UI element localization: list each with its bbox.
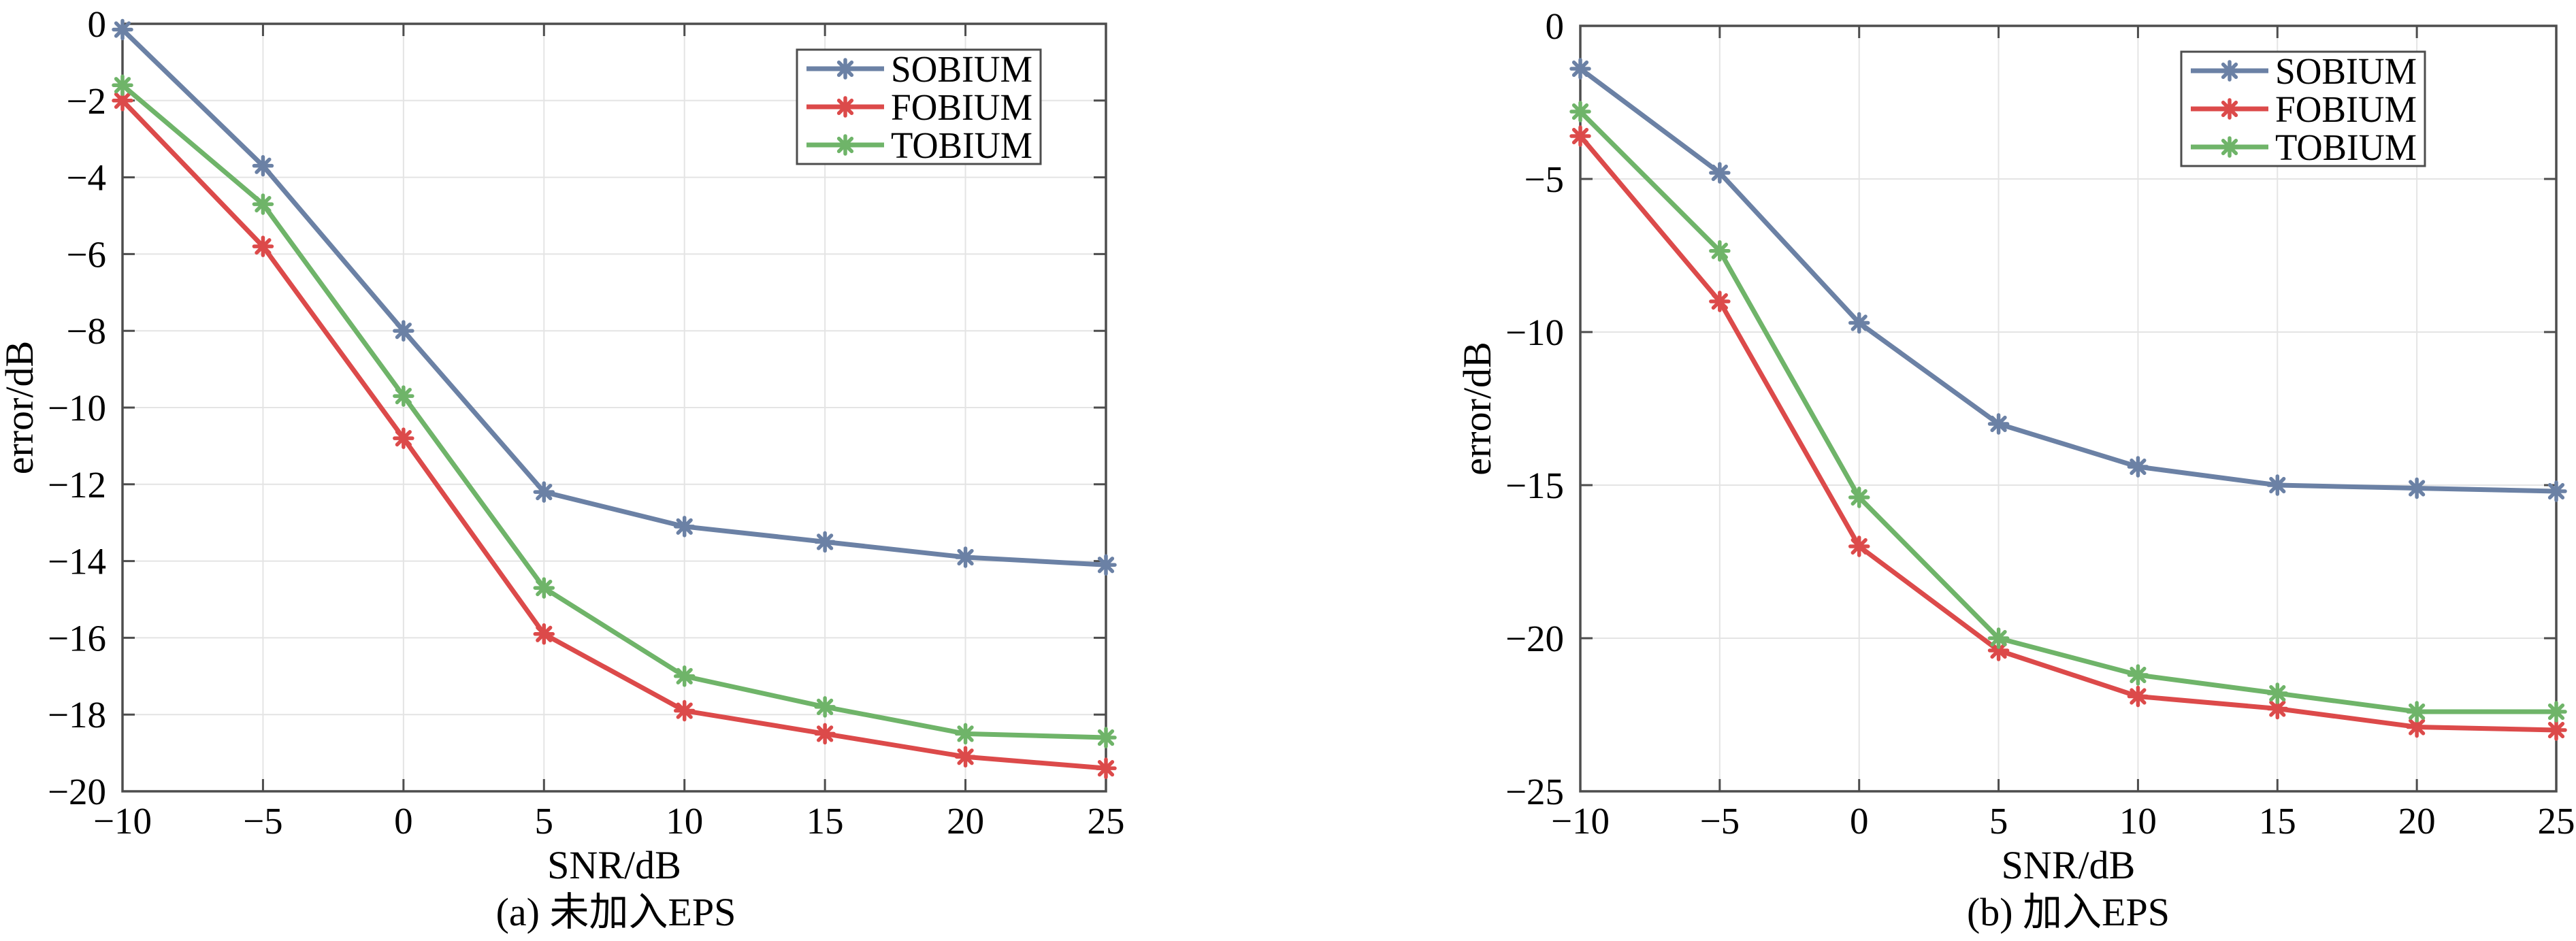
legend-label-tobium: TOBIUM [891,125,1032,166]
y-tick-label: −5 [1524,159,1564,200]
y-tick-label: −10 [1505,312,1564,353]
series-line-fobium [120,98,1109,771]
x-axis-label: SNR/dB [2002,843,2136,887]
legend-label-sobium: SOBIUM [891,48,1032,90]
series-line-sobium [1578,66,2559,494]
legend-marker-tobium [834,134,856,156]
chart-a-panel: −10 −5 0 5 10 15 20 25 0 −2 −4 −6 −8 −10 −12 −14 −16 −18 −… [0,3,1125,934]
y-tick-label: −15 [1505,465,1564,506]
x-tick-label: −5 [243,800,283,842]
y-tick-label: −16 [48,617,106,659]
y-tick-label: −8 [66,310,106,352]
chart-a: −10 −5 0 5 10 15 20 25 0 −2 −4 −6 −8 −10 −12 −14 −16 −18 −… [0,3,1125,887]
y-tick-label: 0 [1546,5,1565,47]
y-tick-label: −4 [66,157,106,199]
y-axis-label: error/dB [1455,342,1499,476]
tick-marks [1579,24,2558,793]
y-tick-label: −2 [66,80,106,122]
y-tick-label: −6 [66,233,106,275]
x-tick-label: 0 [394,800,413,842]
x-tick-label: 15 [2259,800,2296,842]
legend-label-tobium: TOBIUM [2275,127,2417,168]
x-tick-label: 20 [947,800,984,842]
series-markers-sobium [1569,58,2567,502]
y-tick-label: −18 [48,694,106,736]
legend-marker-tobium [2219,136,2240,158]
y-tick-label: −10 [48,387,106,429]
y-tick-label: −12 [48,464,106,506]
legend-label-fobium: FOBIUM [2275,88,2417,130]
series-markers-tobium [112,74,1117,748]
series-markers-sobium [112,18,1117,576]
y-tick-label: −20 [1505,618,1564,659]
legend-marker-sobium [834,58,856,80]
x-axis-label: SNR/dB [547,843,681,887]
chart-b-caption: (b) 加入EPS [1966,890,2170,934]
x-tick-label: 25 [2538,800,2575,842]
series-line-fobium [1578,133,2559,733]
x-tick-label: 15 [806,800,844,842]
legend-marker-sobium [2219,60,2240,82]
legend-label-sobium: SOBIUM [2275,50,2417,92]
x-tick-label: 10 [2119,800,2157,842]
series-markers-fobium [1569,125,2567,741]
y-tick-label: −25 [1505,771,1564,812]
chart-a-caption: (a) 未加入EPS [495,890,736,934]
y-tick-label: 0 [88,3,107,45]
x-tick-label: 0 [1850,800,1869,842]
x-tick-label: 5 [535,800,554,842]
series-markers-fobium [112,90,1117,779]
legend-marker-fobium [834,96,856,118]
chart-b: −10 −5 0 5 10 15 20 25 0 −5 −10 −15 −20 −25 SNR/dB erro… [1455,5,2575,887]
chart-b-panel: −10 −5 0 5 10 15 20 25 0 −5 −10 −15 −20 −25 SNR/dB erro… [1288,0,2576,941]
y-tick-label: −20 [48,771,106,812]
x-tick-label: 5 [1989,800,2008,842]
legend-marker-fobium [2219,98,2240,120]
y-tick-label: −14 [48,541,106,582]
x-tick-label: 10 [666,800,703,842]
x-tick-label: −10 [93,800,152,842]
x-tick-label: 25 [1088,800,1125,842]
series-markers-tobium [1569,101,2567,723]
legend-label-fobium: FOBIUM [891,86,1032,128]
x-tick-label: −10 [1551,800,1610,842]
series-line-tobium [1578,109,2559,714]
x-tick-label: 20 [2398,800,2436,842]
x-tick-label: −5 [1700,800,1740,842]
series-line-tobium [120,82,1109,740]
plot-border [1579,24,2558,793]
y-axis-label: error/dB [0,341,42,475]
series-line-sobium [120,27,1109,567]
